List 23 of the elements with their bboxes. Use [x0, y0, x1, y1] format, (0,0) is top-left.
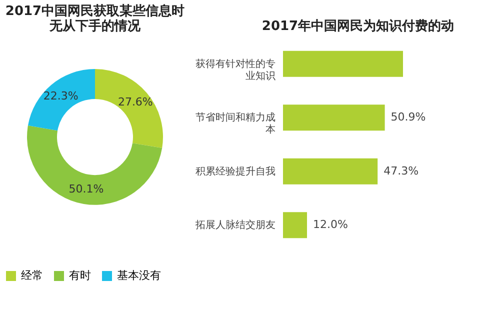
bar — [283, 104, 385, 131]
bar — [283, 212, 307, 238]
donut-slice — [95, 69, 163, 148]
text: 无从下手的情况 — [50, 19, 140, 34]
bar — [283, 50, 403, 77]
data-label: 47.3% — [384, 164, 419, 178]
legend-label: 基本没有 — [117, 269, 161, 282]
legend-label: 经常 — [21, 269, 43, 282]
data-label: 12.0% — [313, 218, 348, 232]
data-label: 50.9% — [390, 110, 426, 124]
legend-label: 有时 — [69, 269, 91, 282]
y-tick-label: 积累经验提升自我 — [196, 165, 276, 178]
text: 2017中国网民获取某些信息时 — [5, 4, 185, 19]
donut-slice — [27, 126, 162, 205]
data-label: 22.3% — [43, 89, 78, 102]
bar — [283, 158, 378, 184]
data-label: 27.6% — [118, 96, 153, 109]
y-tick-label: 获得有针对性的专业知识 — [196, 58, 276, 82]
chart-title: 2017年中国网民为知识付费的动 — [262, 19, 454, 34]
y-tick-label: 拓展人脉结交朋友 — [194, 219, 276, 232]
data-label: 50.1% — [68, 182, 104, 196]
y-tick-label: 节省时间和精力成本 — [196, 112, 276, 136]
donut-slice — [28, 69, 95, 131]
